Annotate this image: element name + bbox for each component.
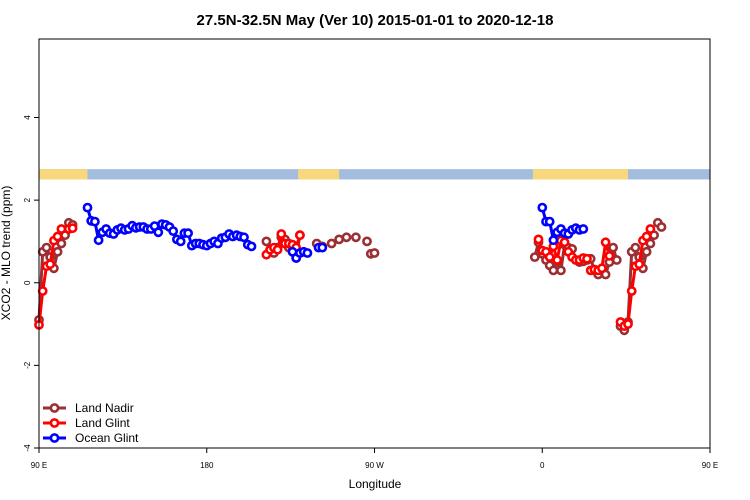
series-1-point-2-3 [272,244,283,255]
series-2-point-0-23 [168,226,179,236]
series-0-point-18-1 [656,222,667,232]
series-2-point-1-0 [183,228,193,239]
series-2-point-0-19 [153,227,164,238]
legend-marker-2 [49,433,60,443]
series-1-point-0-3 [45,259,56,270]
series-2-point-1-15 [239,232,249,243]
series-0-point-12-0 [529,252,540,262]
series-1-point-1-1 [67,223,78,234]
series-1-point-2-4 [276,229,287,239]
series-0-point-12-5 [548,265,559,276]
series-2-point-2-4 [302,248,313,258]
series-2-point-4-0 [537,202,548,213]
land-band-1 [298,169,340,180]
series-2-point-1-17 [246,241,257,252]
series-0-point-11-1 [369,248,380,258]
series-1-point-6-4 [600,237,611,248]
x-tick-label-3: 0 [540,461,545,470]
series-2 [82,202,589,263]
y-axis-label: XCO2 - MLO trend (ppm) [0,186,13,321]
series-1-point-5-5 [582,253,592,264]
y-tick-label-4: 4 [23,115,32,120]
series-0-point-0-2 [41,242,52,253]
series-1-point-3-1 [294,230,305,241]
legend-label-2: Ocean Glint [75,431,139,445]
series-1-point-6-3 [597,263,607,274]
land-band-0 [39,169,88,180]
series-0-point-13-1 [556,265,566,276]
y-tick-label-1: -2 [23,361,32,369]
y-axis: -4 -2 0 2 4 [23,115,39,452]
series-0-point-8-0 [341,232,352,243]
series-2-point-4-2 [544,216,555,227]
series-0-point-2-0 [261,236,272,247]
legend-marker-0 [49,403,60,413]
series-0-point-17-7 [641,246,652,257]
legend-marker-1 [49,418,60,428]
land-band-2 [532,169,628,180]
series-2-point-4-3 [548,235,559,246]
series-1-point-6-5 [604,250,615,261]
series-0-point-9-0 [350,232,361,243]
series-1-point-4-7 [559,237,570,248]
series-1-point-7-2 [623,319,633,329]
series-0-point-16-6 [608,242,618,253]
series-1-point-0-1 [37,286,48,296]
series-1-point-7-3 [626,286,637,296]
series-1-point-0-5 [52,231,63,242]
x-tick-label-0: 90 E [31,461,47,470]
series-0-point-6-0 [326,238,337,249]
series-1-point-7-5 [634,259,645,270]
series-2-point-0-2 [90,216,100,227]
series-2-point-0-0 [82,202,93,213]
x-tick-label-4: 90 E [702,461,718,470]
series-1-point-7-8 [645,224,656,234]
y-tick-label-2: 0 [23,280,32,285]
x-axis: 90 E 180 90 W 0 90 E [31,448,718,470]
series-1-point-7-7 [641,231,652,242]
series-1-point-4-0 [533,234,544,245]
series-2-point-4-11 [578,224,589,234]
y-tick-label-0: -4 [23,444,32,452]
chart-title: 27.5N-32.5N May (Ver 10) 2015-01-01 to 2… [197,12,554,29]
surface-strip [39,169,710,180]
x-tick-label-2: 90 W [365,461,384,470]
legend-label-1: Land Glint [75,416,130,430]
series-2-point-0-3 [93,235,104,246]
series-2-point-3-1 [317,242,328,253]
series-0-point-0-5 [52,246,63,257]
series-1-point-4-5 [552,255,563,265]
legend-label-0: Land Nadir [75,401,134,415]
y-tick-label-3: 2 [23,197,32,202]
series-0-point-17-4 [630,242,641,253]
series-2-point-0-25 [175,236,186,247]
series-0-point-16-7 [611,255,622,265]
x-axis-label: Longitude [349,477,402,491]
series-1-point-4-3 [544,252,555,262]
x-tick-label-1: 180 [200,461,214,470]
series-layer [34,202,667,336]
ocean-band [39,169,710,180]
series-1 [34,223,656,331]
series-0-point-10-0 [362,236,372,247]
